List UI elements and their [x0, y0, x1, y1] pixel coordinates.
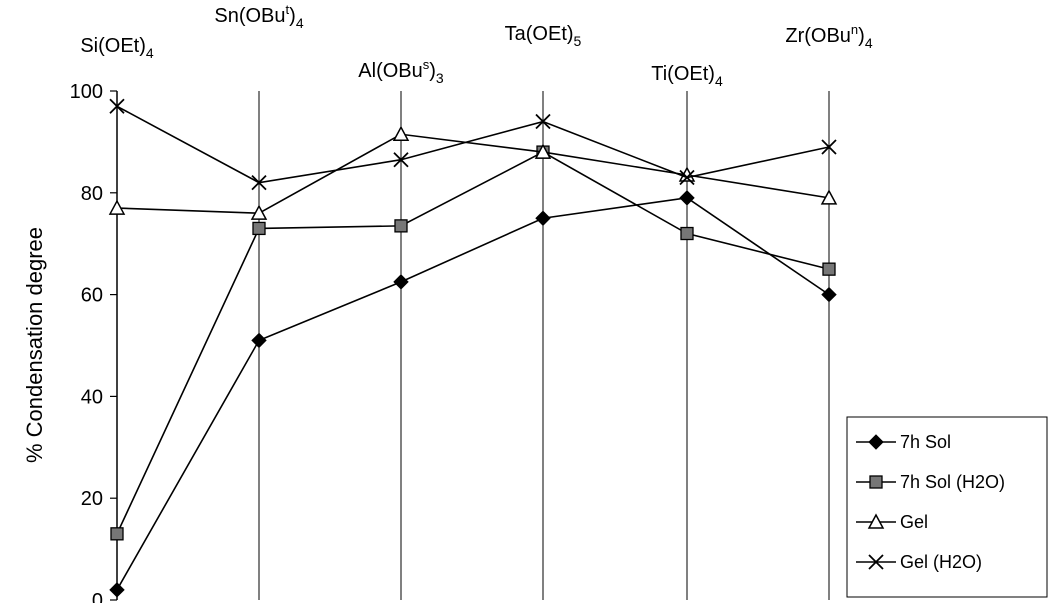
data-point	[251, 174, 267, 191]
data-point	[680, 226, 694, 241]
data-point	[252, 221, 266, 236]
data-point	[110, 527, 124, 541]
series-0	[109, 190, 837, 598]
data-point	[250, 204, 268, 220]
series-line	[116, 197, 830, 591]
category-label: Si(OEt)4	[80, 35, 154, 61]
y-tick-label: 100	[70, 81, 103, 103]
data-point	[392, 125, 410, 142]
grid-lines	[258, 91, 830, 600]
data-point	[108, 199, 126, 215]
legend-marker	[869, 475, 883, 489]
category-label: Ta(OEt)5	[505, 23, 582, 49]
category-label: Zr(OBun)4	[785, 22, 872, 51]
data-point	[109, 98, 125, 114]
data-point	[822, 262, 836, 276]
series-3	[109, 98, 837, 191]
y-axis-label: % Condensation degree	[22, 227, 47, 463]
series-group	[108, 98, 838, 598]
legend-marker	[867, 513, 885, 529]
series-line	[116, 151, 830, 535]
data-point	[251, 332, 267, 349]
series-line	[116, 133, 830, 214]
category-labels: Si(OEt)4 Sn(OBut)4 Al(OBus)3 Ta(OEt)5 Ti(OEt…	[80, 2, 873, 89]
legend-label: Gel (H2O)	[900, 552, 982, 572]
data-point	[535, 113, 551, 130]
data-point	[679, 190, 695, 206]
y-ticks: 0 20 40 60 80 100	[70, 81, 117, 603]
data-point	[393, 274, 409, 290]
series-line	[116, 105, 830, 184]
data-point	[535, 210, 551, 226]
y-tick-label: 60	[81, 285, 103, 307]
legend-label: 7h Sol	[900, 432, 951, 452]
category-label: Sn(OBut)4	[214, 2, 303, 31]
legend-label: 7h Sol (H2O)	[900, 472, 1005, 492]
data-point	[394, 219, 408, 233]
legend-item: Gel (H2O)	[856, 552, 982, 572]
category-label: Ti(OEt)4	[651, 63, 723, 89]
data-point	[534, 143, 552, 159]
category-label: Al(OBus)3	[358, 57, 444, 86]
legend-item: 7h Sol	[856, 432, 951, 452]
data-point	[393, 152, 409, 168]
y-tick-label: 80	[81, 183, 103, 205]
legend-label: Gel	[900, 512, 928, 532]
y-tick-label: 0	[92, 590, 103, 603]
legend-marker	[868, 554, 884, 570]
data-point	[679, 169, 695, 186]
data-point	[820, 189, 838, 205]
data-point	[821, 286, 837, 303]
legend-item: 7h Sol (H2O)	[856, 472, 1005, 492]
data-point	[821, 139, 837, 155]
data-point	[109, 582, 125, 598]
y-tick-label: 40	[81, 386, 103, 408]
legend-marker	[868, 434, 884, 450]
y-tick-label: 20	[81, 488, 103, 510]
series-2	[108, 125, 838, 220]
legend: 7h Sol 7h Sol (H2O) Gel Gel (H2O)	[846, 416, 1048, 598]
series-1	[110, 145, 836, 541]
legend-item: Gel	[856, 512, 928, 532]
